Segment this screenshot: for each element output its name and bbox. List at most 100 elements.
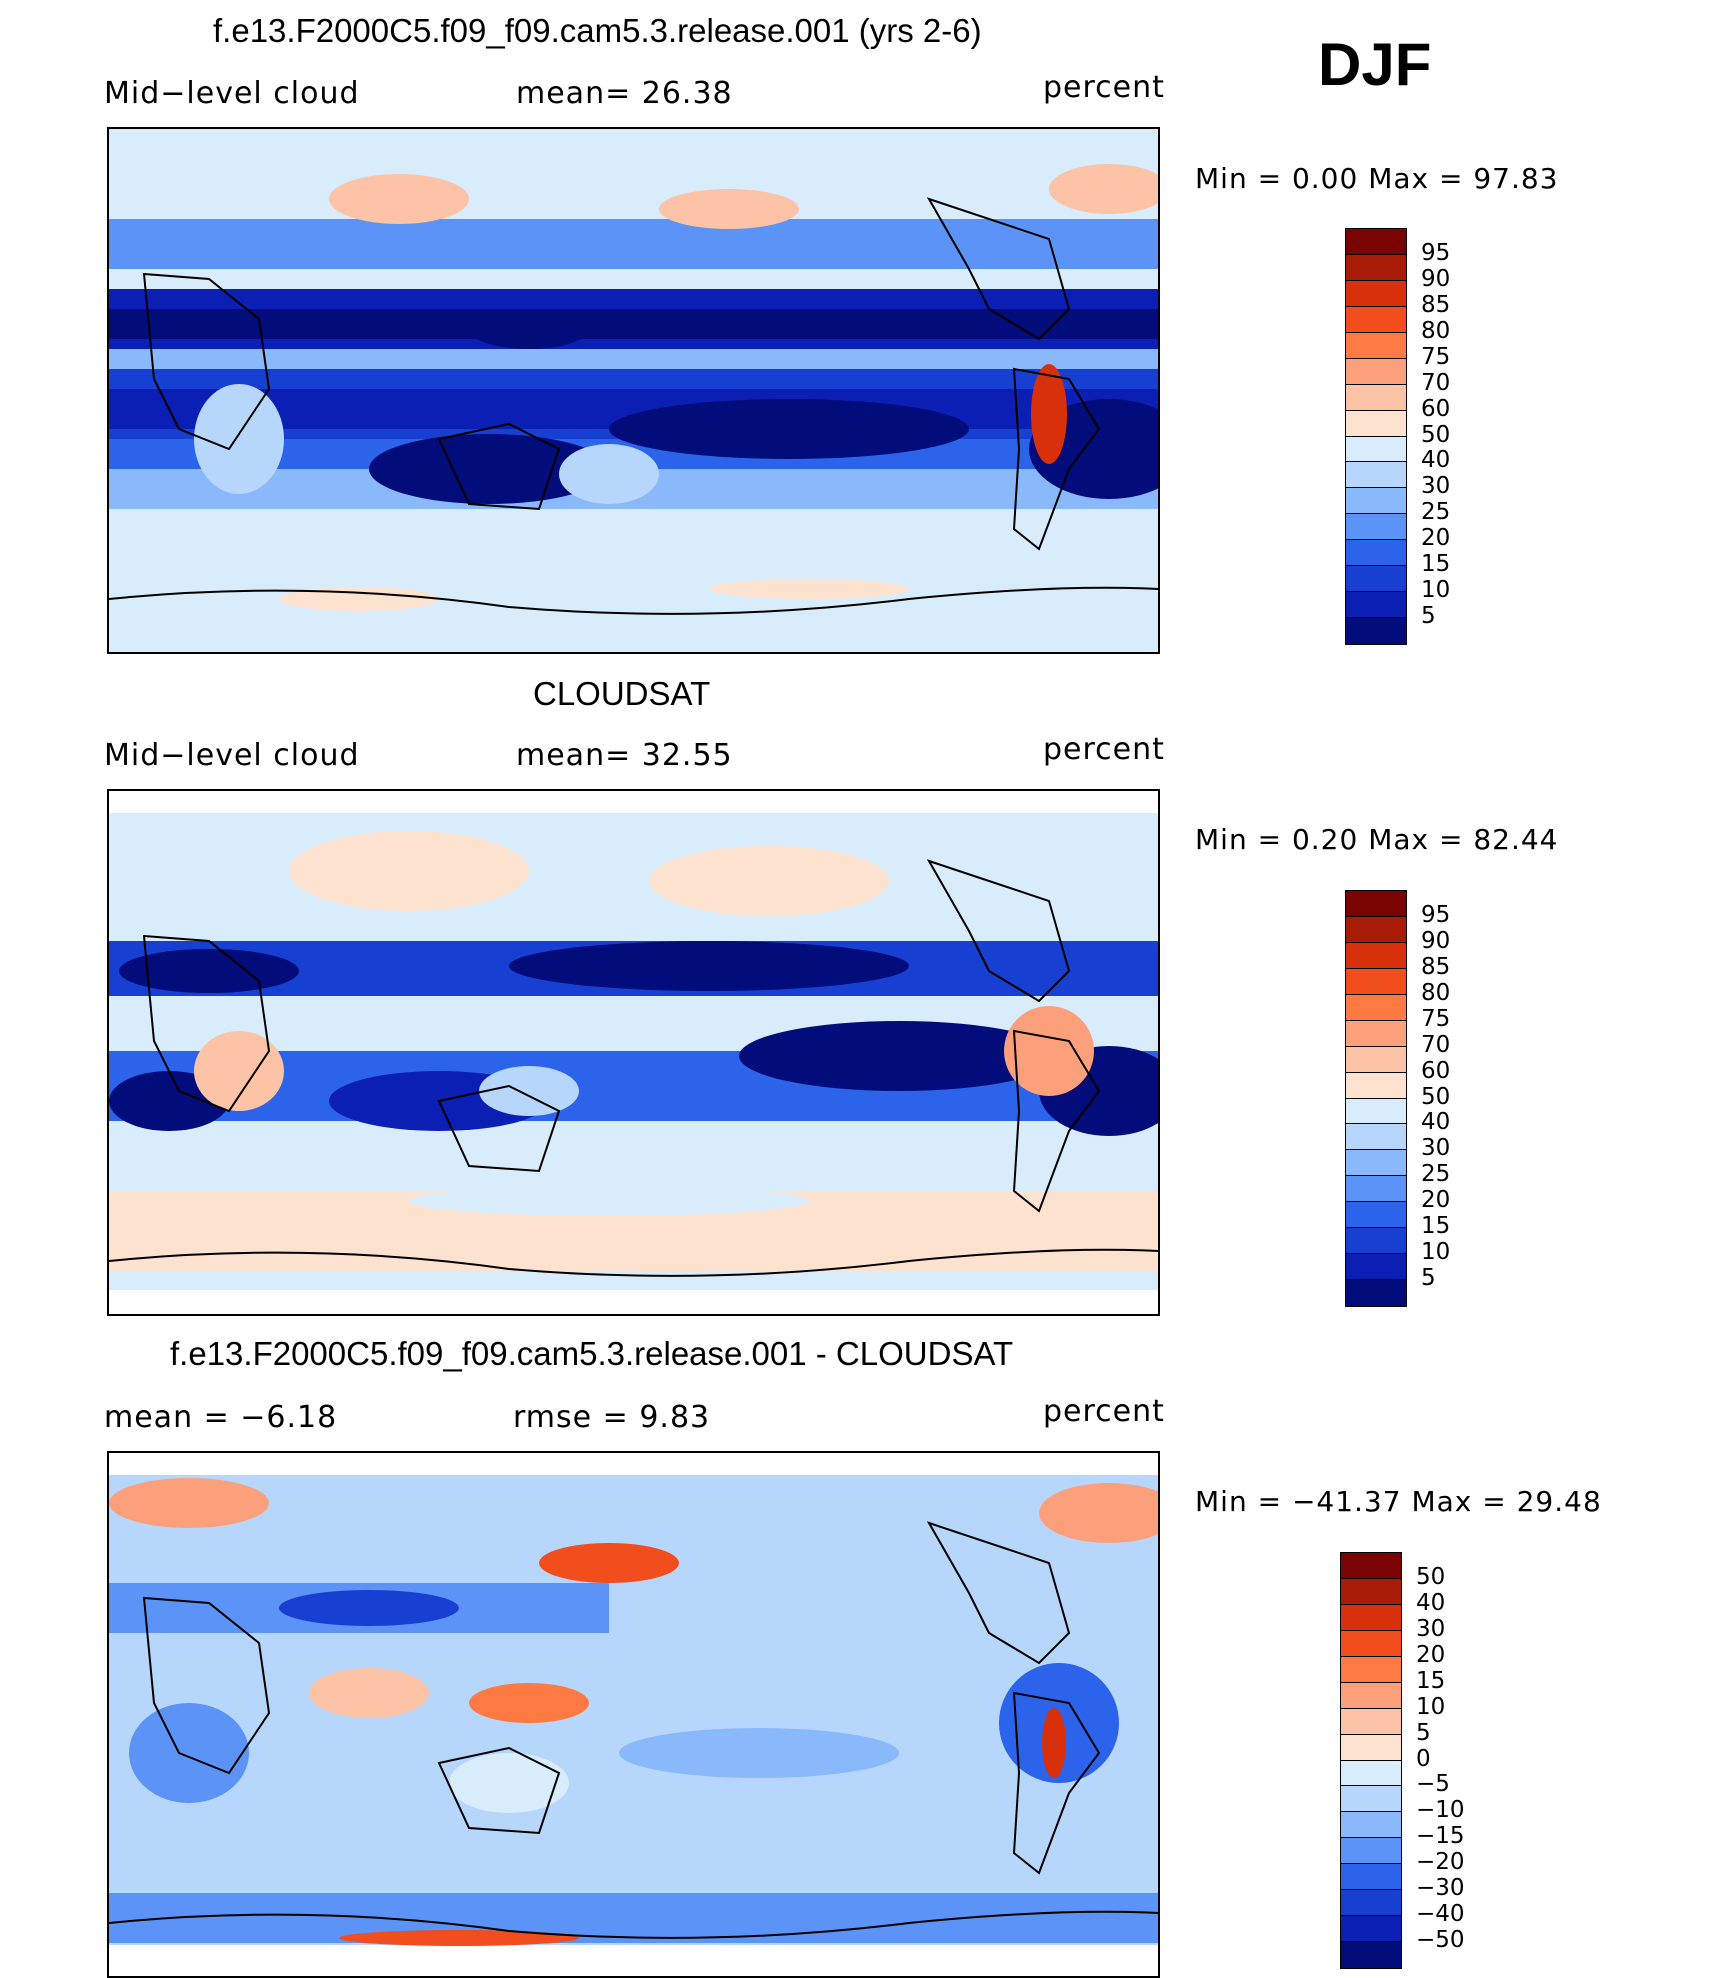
colorbar-swatch — [1341, 1916, 1401, 1943]
colorbar-swatch — [1346, 994, 1406, 1021]
colorbar-swatch — [1341, 1812, 1401, 1839]
panel-2-colorbar — [1345, 890, 1407, 1307]
colorbar-tick-label: 90 — [1421, 265, 1451, 292]
colorbar-swatch — [1346, 254, 1406, 281]
colorbar-tick-label: 5 — [1416, 1719, 1431, 1746]
panel-2-units-label: percent — [1043, 732, 1165, 767]
panel-3-map — [107, 1451, 1160, 1978]
colorbar-tick-label: 20 — [1421, 525, 1451, 552]
colorbar-tick-label: 70 — [1421, 369, 1451, 396]
colorbar-tick-label: 60 — [1421, 1057, 1451, 1084]
colorbar-tick-label: 10 — [1421, 577, 1451, 604]
colorbar-swatch — [1346, 332, 1406, 359]
colorbar-swatch — [1346, 488, 1406, 515]
colorbar-swatch — [1341, 1760, 1401, 1787]
colorbar-swatch — [1341, 1682, 1401, 1709]
colorbar-swatch — [1346, 384, 1406, 411]
colorbar-tick-label: 50 — [1421, 421, 1451, 448]
colorbar-tick-label: −10 — [1416, 1797, 1465, 1824]
colorbar-swatch — [1341, 1734, 1401, 1761]
colorbar-tick-label: 15 — [1421, 1213, 1451, 1240]
panel-1-map — [107, 127, 1160, 654]
panel-3-minmax: Min = −41.37 Max = 29.48 — [1195, 1485, 1602, 1518]
colorbar-tick-label: 85 — [1421, 953, 1451, 980]
colorbar-swatch — [1346, 592, 1406, 619]
colorbar-tick-label: 20 — [1421, 1187, 1451, 1214]
colorbar-swatch — [1346, 1124, 1406, 1151]
colorbar-swatch — [1346, 618, 1406, 644]
colorbar-swatch — [1341, 1786, 1401, 1813]
colorbar-tick-label: 80 — [1421, 317, 1451, 344]
panel-2-title: CLOUDSAT — [533, 675, 711, 712]
colorbar-tick-label: 80 — [1421, 979, 1451, 1006]
colorbar-swatch — [1346, 968, 1406, 995]
colorbar-swatch — [1346, 229, 1406, 255]
colorbar-tick-label: 90 — [1421, 927, 1451, 954]
colorbar-swatch — [1341, 1942, 1401, 1968]
panel-1-units-label: percent — [1043, 70, 1165, 105]
colorbar-tick-label: 10 — [1416, 1693, 1446, 1720]
colorbar-tick-label: 75 — [1421, 1005, 1451, 1032]
colorbar-swatch — [1341, 1838, 1401, 1865]
colorbar-tick-label: 25 — [1421, 499, 1451, 526]
colorbar-tick-label: 75 — [1421, 343, 1451, 370]
colorbar-tick-label: 10 — [1421, 1239, 1451, 1266]
panel-3-title: f.e13.F2000C5.f09_f09.cam5.3.release.001… — [170, 1335, 1014, 1372]
panel-2-map — [107, 789, 1160, 1316]
colorbar-tick-label: 95 — [1421, 901, 1451, 928]
colorbar-tick-label: −40 — [1416, 1901, 1465, 1928]
colorbar-tick-label: −20 — [1416, 1849, 1465, 1876]
colorbar-swatch — [1341, 1708, 1401, 1735]
colorbar-tick-label: 60 — [1421, 395, 1451, 422]
colorbar-swatch — [1346, 514, 1406, 541]
colorbar-swatch — [1346, 1228, 1406, 1255]
panel-1-colorbar — [1345, 228, 1407, 645]
colorbar-swatch — [1341, 1890, 1401, 1917]
colorbar-swatch — [1346, 280, 1406, 307]
colorbar-tick-label: 30 — [1421, 1135, 1451, 1162]
colorbar-swatch — [1346, 1072, 1406, 1099]
panel-1-title: f.e13.F2000C5.f09_f09.cam5.3.release.001… — [213, 12, 982, 49]
panel-2-variable-label: Mid−level cloud — [104, 738, 360, 773]
colorbar-swatch — [1341, 1553, 1401, 1579]
colorbar-tick-label: 95 — [1421, 239, 1451, 266]
colorbar-swatch — [1346, 358, 1406, 385]
colorbar-swatch — [1346, 462, 1406, 489]
colorbar-swatch — [1341, 1578, 1401, 1605]
colorbar-tick-label: 5 — [1421, 603, 1436, 630]
colorbar-swatch — [1341, 1630, 1401, 1657]
colorbar-swatch — [1346, 410, 1406, 437]
colorbar-tick-label: 20 — [1416, 1641, 1446, 1668]
colorbar-tick-label: 0 — [1416, 1745, 1431, 1772]
colorbar-swatch — [1346, 891, 1406, 917]
colorbar-swatch — [1346, 436, 1406, 463]
colorbar-swatch — [1346, 916, 1406, 943]
colorbar-tick-label: 50 — [1421, 1083, 1451, 1110]
panel-3-units-label: percent — [1043, 1394, 1165, 1429]
colorbar-swatch — [1346, 1046, 1406, 1073]
colorbar-tick-label: 40 — [1421, 447, 1451, 474]
colorbar-swatch — [1346, 1098, 1406, 1125]
colorbar-tick-label: 40 — [1416, 1589, 1446, 1616]
colorbar-swatch — [1346, 1150, 1406, 1177]
colorbar-swatch — [1346, 540, 1406, 567]
colorbar-tick-label: 25 — [1421, 1161, 1451, 1188]
colorbar-tick-label: 70 — [1421, 1031, 1451, 1058]
colorbar-swatch — [1346, 566, 1406, 593]
colorbar-tick-label: 30 — [1416, 1615, 1446, 1642]
panel-3-mean-label: mean = −6.18 — [104, 1400, 338, 1435]
colorbar-tick-label: −5 — [1416, 1771, 1450, 1798]
colorbar-swatch — [1346, 1176, 1406, 1203]
colorbar-swatch — [1346, 1280, 1406, 1306]
panel-1-minmax: Min = 0.00 Max = 97.83 — [1195, 162, 1559, 195]
colorbar-tick-label: −50 — [1416, 1927, 1465, 1954]
season-label: DJF — [1318, 31, 1432, 98]
colorbar-tick-label: −15 — [1416, 1823, 1465, 1850]
colorbar-tick-label: 15 — [1416, 1667, 1446, 1694]
colorbar-tick-label: 15 — [1421, 551, 1451, 578]
colorbar-swatch — [1341, 1864, 1401, 1891]
colorbar-swatch — [1346, 306, 1406, 333]
colorbar-swatch — [1346, 1254, 1406, 1281]
panel-1-mean-label: mean= 26.38 — [516, 76, 733, 111]
colorbar-tick-label: 85 — [1421, 291, 1451, 318]
